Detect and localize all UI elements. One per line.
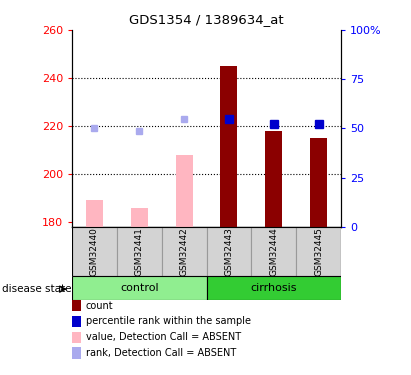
Bar [296,227,341,276]
Text: GSM32443: GSM32443 [224,227,233,276]
Text: percentile rank within the sample: percentile rank within the sample [86,316,251,326]
Text: value, Detection Call = ABSENT: value, Detection Call = ABSENT [86,332,241,342]
Text: GSM32445: GSM32445 [314,227,323,276]
Bar [162,227,206,276]
Text: GSM32440: GSM32440 [90,227,99,276]
Bar [206,227,252,276]
Text: cirrhosis: cirrhosis [251,283,297,293]
Text: GSM32444: GSM32444 [269,227,278,276]
Bar [86,201,103,227]
Text: GSM32442: GSM32442 [180,227,189,276]
Text: rank, Detection Call = ABSENT: rank, Detection Call = ABSENT [86,348,236,358]
Text: GSM32441: GSM32441 [135,227,144,276]
Bar [266,131,282,227]
Bar [206,276,341,300]
Bar [72,276,206,300]
Bar [220,66,238,227]
Text: control: control [120,283,159,293]
Title: GDS1354 / 1389634_at: GDS1354 / 1389634_at [129,13,284,26]
Bar [117,227,162,276]
Text: count: count [86,301,113,310]
Bar [175,155,193,227]
Text: disease state: disease state [2,285,72,294]
Bar [310,138,327,227]
Bar [72,227,117,276]
Bar [131,208,148,227]
Bar [252,227,296,276]
